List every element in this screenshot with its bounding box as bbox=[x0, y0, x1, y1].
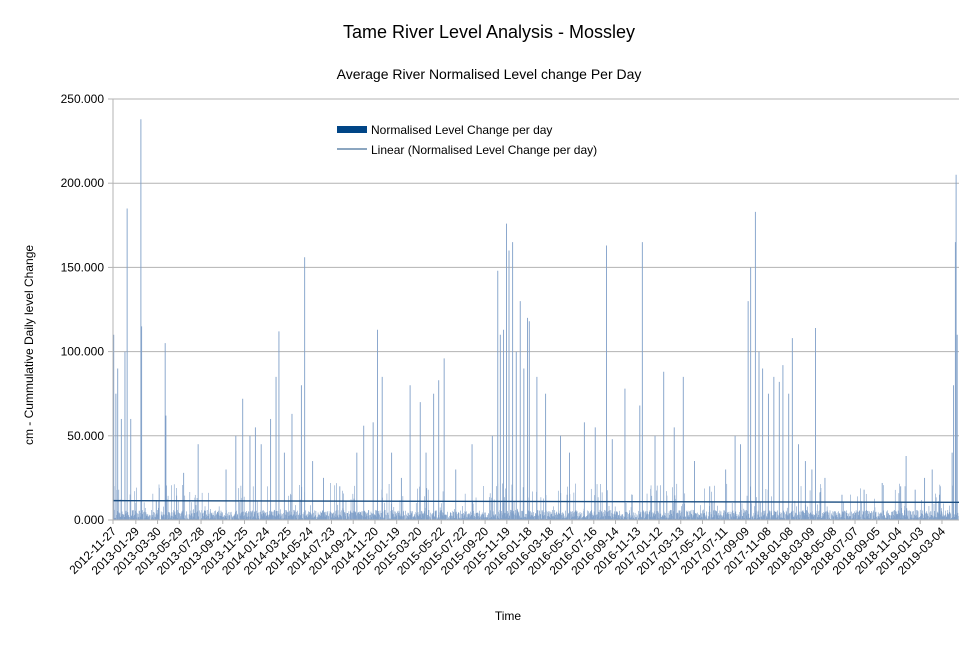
y-tick-label: 50.000 bbox=[67, 429, 104, 443]
legend-label-trend: Linear (Normalised Level Change per day) bbox=[371, 143, 597, 157]
x-tick-labels: 2012-11-272013-01-292013-03-302013-05-29… bbox=[66, 520, 948, 578]
chart-subtitle: Average River Normalised Level change Pe… bbox=[337, 66, 642, 82]
chart-title: Tame River Level Analysis - Mossley bbox=[343, 22, 635, 42]
y-tick-label: 250.000 bbox=[61, 92, 105, 106]
y-tick-label: 0.000 bbox=[74, 513, 104, 527]
y-tick-label: 100.000 bbox=[61, 345, 105, 359]
trendline bbox=[112, 499, 960, 504]
axes bbox=[112, 99, 959, 521]
legend-label-bars: Normalised Level Change per day bbox=[371, 123, 552, 137]
legend-swatch-bars bbox=[337, 126, 367, 133]
y-tick-label: 150.000 bbox=[61, 260, 105, 274]
bar-series bbox=[112, 119, 959, 520]
gridlines bbox=[108, 98, 959, 521]
x-axis-label: Time bbox=[495, 609, 522, 623]
y-tick-label: 200.000 bbox=[61, 176, 105, 190]
legend: Normalised Level Change per day Linear (… bbox=[337, 123, 597, 157]
y-tick-labels: 0.000 50.000 100.000 150.000 200.000 250.000 bbox=[61, 92, 105, 527]
y-axis-label: cm - Cummulative Daily level Change bbox=[22, 245, 36, 445]
